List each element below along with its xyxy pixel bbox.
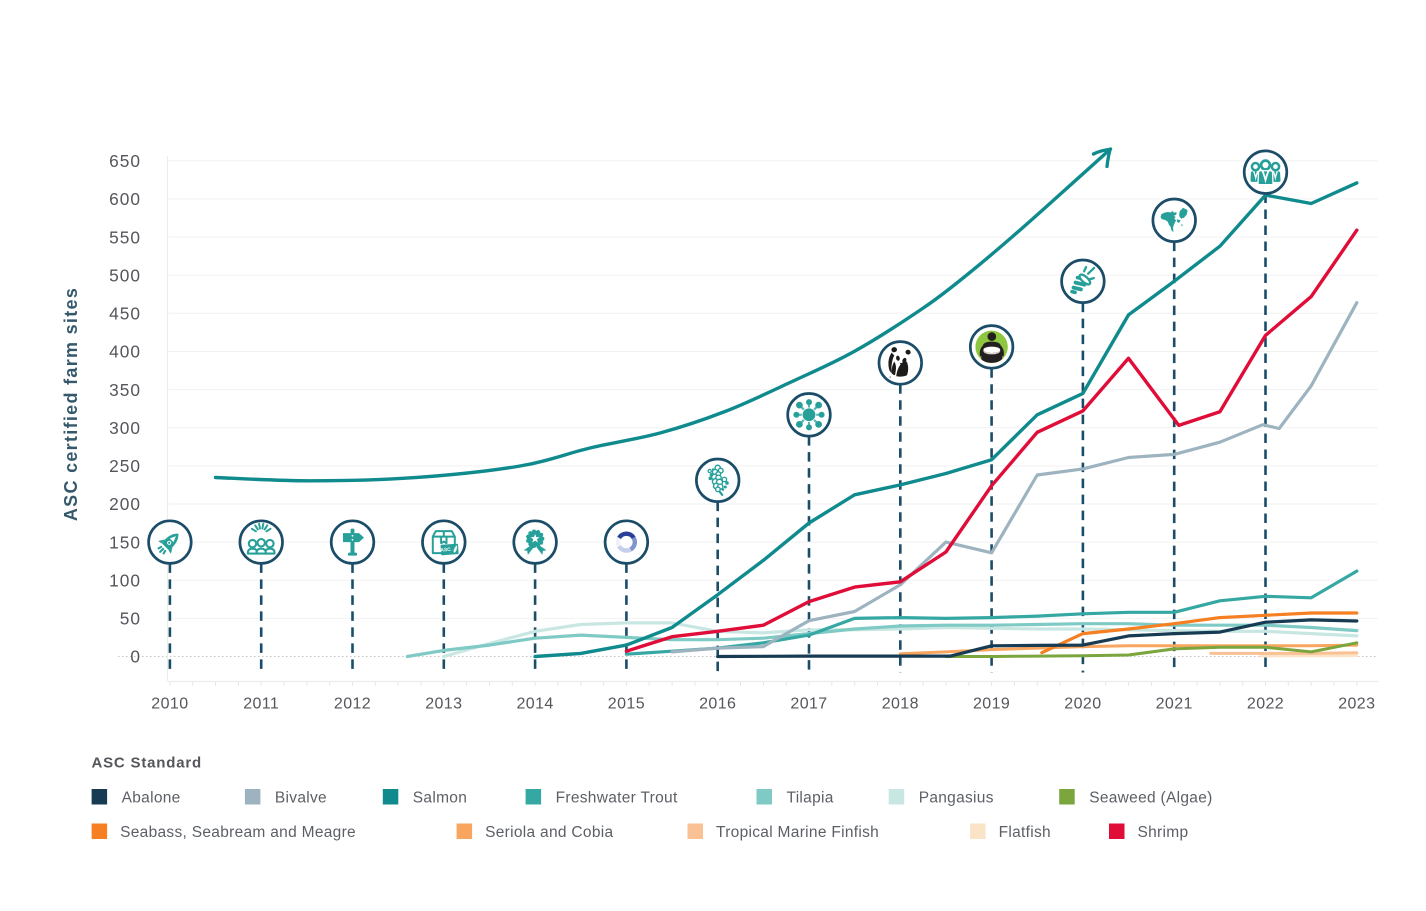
svg-text:2020: 2020 bbox=[1064, 696, 1101, 713]
svg-text:2019: 2019 bbox=[973, 696, 1010, 713]
svg-text:100: 100 bbox=[109, 570, 141, 590]
svg-text:450: 450 bbox=[109, 304, 141, 324]
svg-text:500: 500 bbox=[109, 265, 141, 285]
svg-text:Seriola and Cobia: Seriola and Cobia bbox=[485, 824, 613, 841]
svg-text:2015: 2015 bbox=[608, 696, 645, 713]
svg-text:350: 350 bbox=[109, 380, 141, 400]
svg-text:Pangasius: Pangasius bbox=[919, 790, 994, 807]
svg-text:2017: 2017 bbox=[790, 696, 827, 713]
svg-text:ASC certified farm sites: ASC certified farm sites bbox=[61, 287, 81, 521]
svg-text:150: 150 bbox=[109, 532, 141, 552]
svg-text:2016: 2016 bbox=[699, 696, 736, 713]
svg-text:0: 0 bbox=[130, 647, 141, 667]
svg-text:50: 50 bbox=[120, 609, 141, 629]
svg-text:600: 600 bbox=[109, 189, 141, 209]
svg-text:400: 400 bbox=[109, 342, 141, 362]
svg-text:2018: 2018 bbox=[882, 696, 919, 713]
svg-text:Bivalve: Bivalve bbox=[275, 790, 327, 807]
svg-text:2010: 2010 bbox=[151, 696, 188, 713]
svg-text:300: 300 bbox=[109, 418, 141, 438]
svg-text:Freshwater Trout: Freshwater Trout bbox=[556, 790, 678, 807]
svg-text:250: 250 bbox=[109, 456, 141, 476]
svg-text:2021: 2021 bbox=[1156, 696, 1193, 713]
svg-text:2014: 2014 bbox=[516, 696, 553, 713]
svg-text:2022: 2022 bbox=[1247, 696, 1284, 713]
svg-text:Flatfish: Flatfish bbox=[999, 824, 1051, 841]
svg-text:Tropical Marine Finfish: Tropical Marine Finfish bbox=[716, 824, 879, 841]
svg-text:200: 200 bbox=[109, 494, 141, 514]
svg-text:550: 550 bbox=[109, 227, 141, 247]
svg-text:2011: 2011 bbox=[243, 696, 279, 713]
svg-text:Shrimp: Shrimp bbox=[1138, 824, 1189, 841]
svg-text:ASC: ASC bbox=[440, 547, 451, 554]
svg-text:2023: 2023 bbox=[1338, 696, 1375, 713]
svg-text:2013: 2013 bbox=[425, 696, 462, 713]
svg-text:ASC Standard: ASC Standard bbox=[92, 755, 202, 772]
svg-text:Tilapia: Tilapia bbox=[787, 790, 834, 807]
svg-text:Seabass, Seabream and Meagre: Seabass, Seabream and Meagre bbox=[120, 824, 356, 841]
svg-text:2012: 2012 bbox=[334, 696, 371, 713]
svg-text:Abalone: Abalone bbox=[122, 790, 181, 807]
svg-text:Seaweed (Algae): Seaweed (Algae) bbox=[1089, 790, 1212, 807]
svg-text:Salmon: Salmon bbox=[413, 790, 467, 807]
svg-text:650: 650 bbox=[109, 151, 141, 171]
